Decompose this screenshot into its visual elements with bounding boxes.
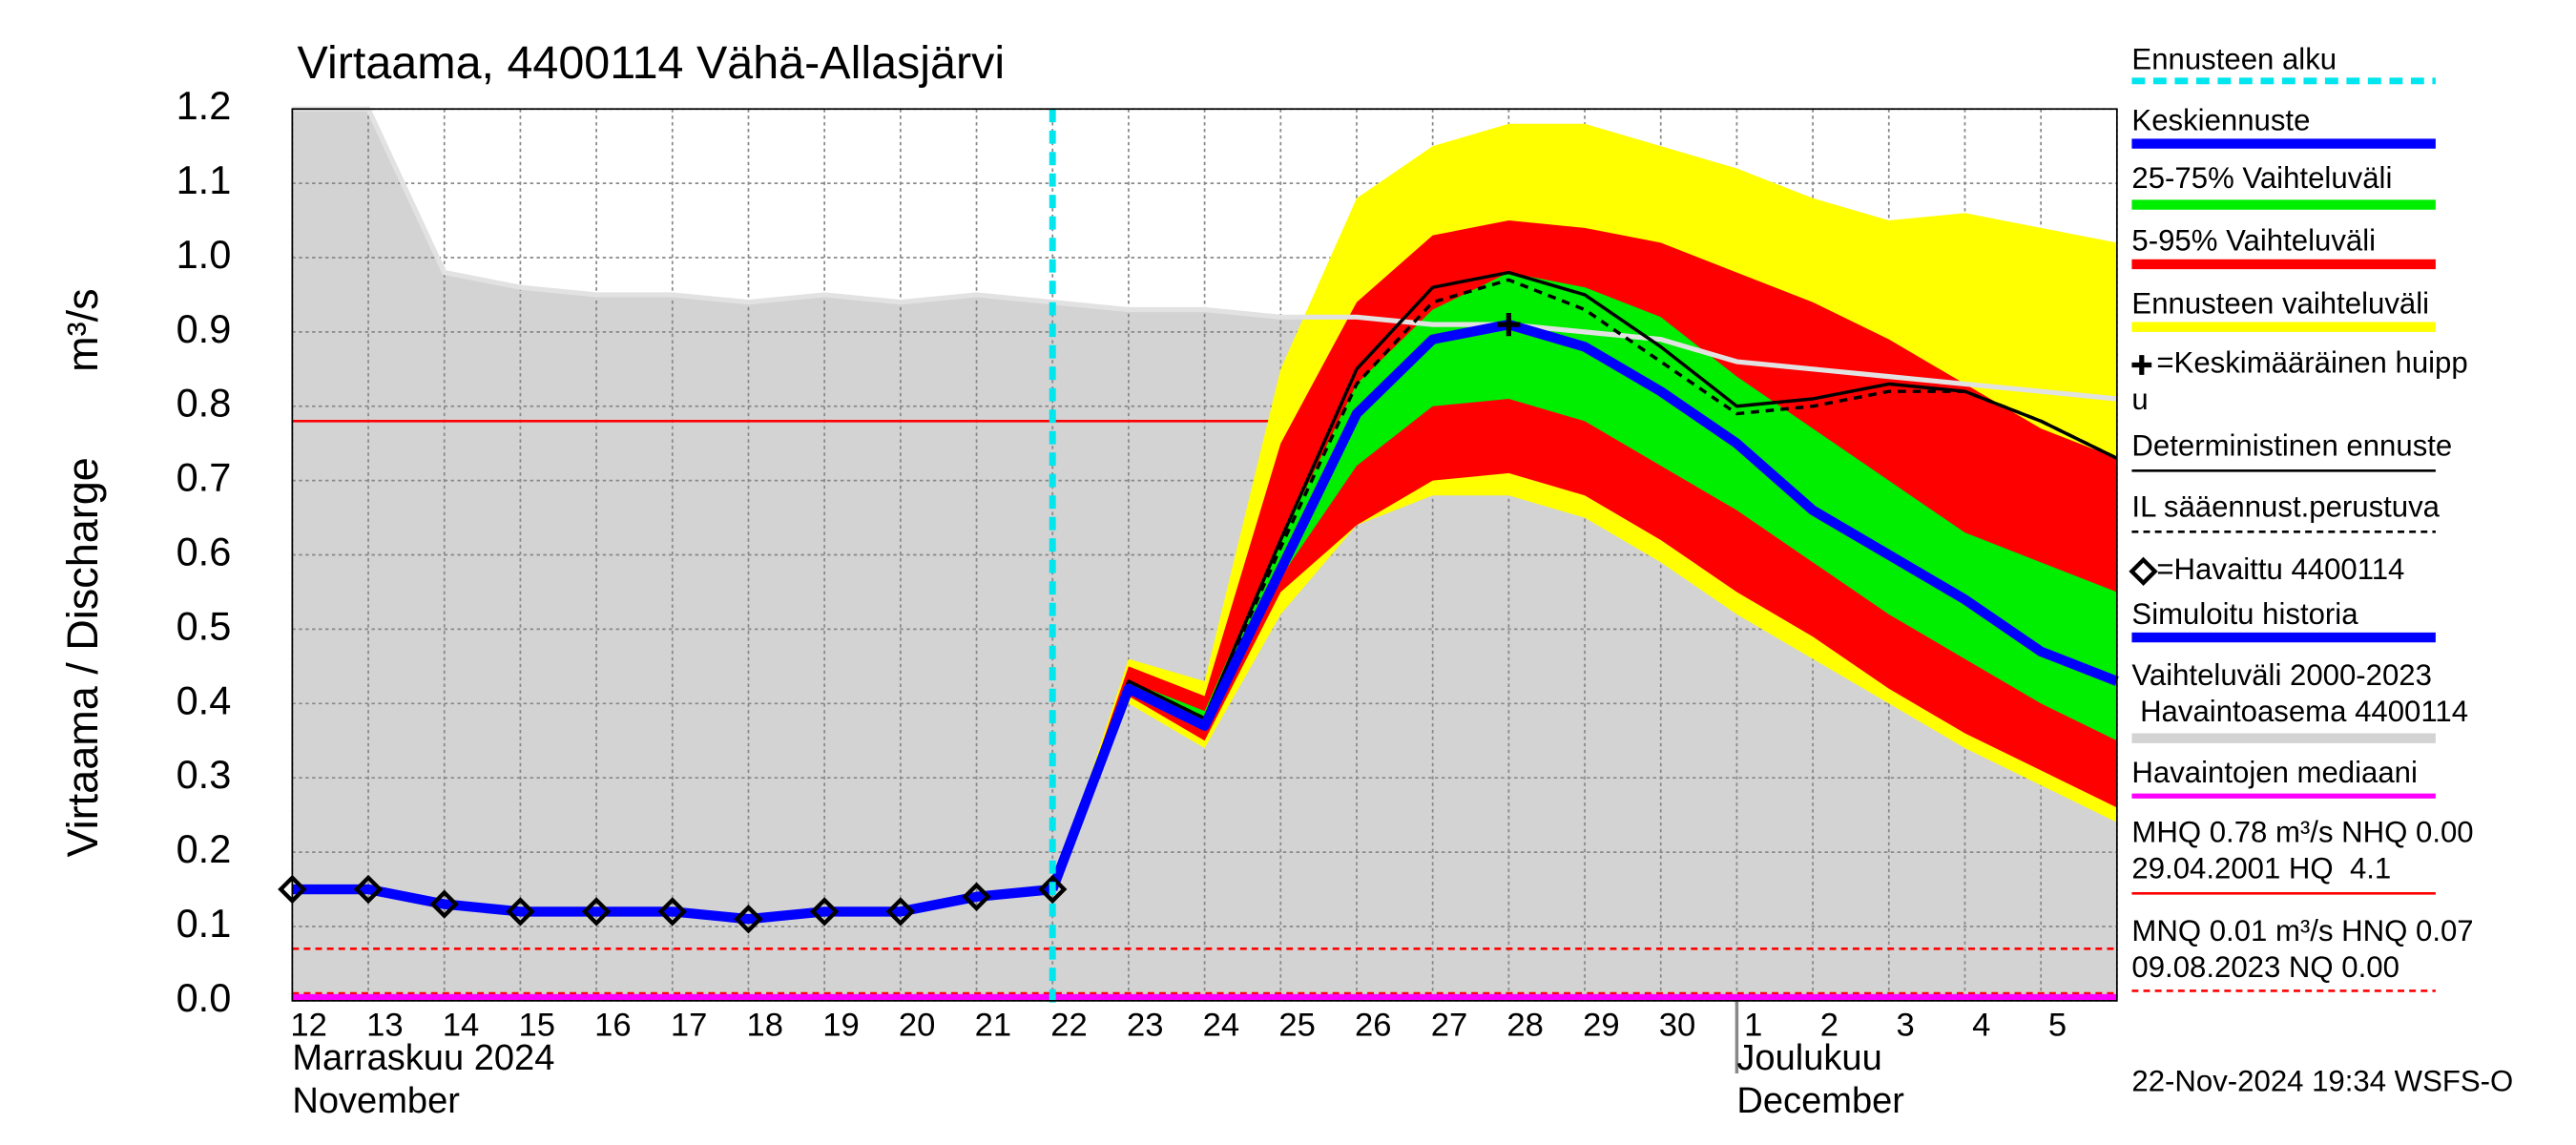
legend-label: Simuloitu historia	[2131, 597, 2358, 631]
legend-label: u	[2131, 383, 2148, 416]
y-axis-unit: m³/s	[58, 288, 107, 371]
line	[292, 884, 1053, 925]
observed-point	[962, 882, 991, 911]
x-tick-label: 30	[1659, 1008, 1696, 1044]
legend-label: 09.08.2023 NQ 0.00	[2131, 950, 2399, 984]
observed-point	[1038, 874, 1068, 905]
legend-label: 25-75% Vaihteluväli	[2131, 161, 2392, 195]
x-tick-label: 5	[2048, 1008, 2067, 1044]
y-tick-label: 1.2	[177, 83, 232, 128]
legend-label: MNQ 0.01 m³/s HNQ 0.07	[2131, 914, 2473, 947]
y-tick-label: 0.9	[177, 306, 232, 351]
legend-label: Havaintoasema 4400114	[2131, 695, 2468, 728]
observed-point	[581, 897, 612, 926]
legend-label: =Havaittu 4400114	[2156, 552, 2404, 586]
x-tick-label: 15	[518, 1008, 555, 1044]
y-tick-label: 0.3	[177, 752, 232, 797]
legend-label: IL sääennust.perustuva	[2131, 489, 2440, 523]
x-tick-label: 27	[1431, 1008, 1468, 1044]
y-tick-label: 0.8	[177, 381, 232, 426]
legend-label: Havaintojen mediaani	[2131, 756, 2418, 789]
y-axis-label: Virtaama / Discharge	[58, 457, 107, 857]
month-label: November	[292, 1081, 460, 1121]
observed-point	[734, 905, 763, 934]
observed-point	[809, 897, 840, 926]
y-tick-label: 0.6	[177, 530, 232, 574]
observed-point	[429, 889, 459, 919]
x-tick-label: 14	[443, 1008, 480, 1044]
x-tick-label: 25	[1278, 1008, 1316, 1044]
y-tick-label: 1.1	[177, 157, 232, 202]
line	[1048, 319, 2119, 891]
x-tick-label: 3	[1896, 1008, 1914, 1044]
legend-label: MHQ 0.78 m³/s NHQ 0.00	[2131, 815, 2473, 848]
x-tick-label: 28	[1506, 1008, 1544, 1044]
month-label: Marraskuu 2024	[292, 1038, 554, 1078]
x-tick-label: 2	[1820, 1008, 1839, 1044]
y-tick-label: 0.1	[177, 901, 232, 946]
legend-label: =Keskimääräinen huipp	[2156, 346, 2467, 380]
month-label: Joulukuu	[1736, 1038, 1881, 1078]
y-tick-label: 1.0	[177, 232, 232, 277]
x-tick-label: 13	[366, 1008, 404, 1044]
y-tick-label: 0.0	[177, 975, 232, 1020]
plot-frame	[291, 108, 2118, 1002]
y-tick-label: 0.2	[177, 826, 232, 871]
legend-label: 29.04.2001 HQ 4.1	[2131, 851, 2391, 885]
line	[1050, 270, 2118, 890]
legend-label: Deterministinen ennuste	[2131, 428, 2452, 462]
footer: 22-Nov-2024 19:34 WSFS-O	[2131, 1065, 2513, 1098]
y-tick-label: 0.4	[177, 677, 232, 722]
band	[1052, 220, 2117, 890]
band	[1052, 272, 2117, 890]
legend-label: Keskiennuste	[2131, 103, 2310, 136]
x-tick-label: 1	[1744, 1008, 1762, 1044]
x-tick-label: 24	[1203, 1008, 1240, 1044]
x-tick-label: 22	[1050, 1008, 1088, 1044]
y-tick-label: 0.7	[177, 455, 232, 500]
peak-marker	[1497, 312, 1521, 337]
x-tick-label: 19	[822, 1008, 860, 1044]
observed-point	[506, 897, 535, 926]
y-tick-label: 0.5	[177, 603, 232, 648]
observed-point	[353, 874, 384, 905]
x-tick-label: 16	[594, 1008, 632, 1044]
observed-point	[885, 897, 916, 926]
x-tick-label: 23	[1127, 1008, 1164, 1044]
x-tick-label: 4	[1972, 1008, 1990, 1044]
x-tick-label: 12	[290, 1008, 327, 1044]
x-tick-label: 21	[975, 1008, 1012, 1044]
legend-marker	[2131, 355, 2152, 375]
x-tick-label: 29	[1583, 1008, 1620, 1044]
x-tick-label: 17	[671, 1008, 708, 1044]
legend-label: 5-95% Vaihteluväli	[2131, 224, 2376, 258]
legend-marker	[2129, 556, 2158, 587]
month-label: December	[1736, 1081, 1904, 1121]
x-tick-label: 20	[899, 1008, 936, 1044]
history-top	[292, 106, 2118, 402]
legend-label: Ennusteen alku	[2131, 42, 2337, 75]
legend-label: Vaihteluväli 2000-2023	[2131, 658, 2432, 692]
legend-label: Ennusteen vaihteluväli	[2131, 286, 2429, 320]
x-tick-label: 18	[747, 1008, 784, 1044]
observed-point	[657, 897, 687, 926]
chart-title: Virtaama, 4400114 Vähä-Allasjärvi	[298, 37, 1006, 89]
x-tick-label: 26	[1355, 1008, 1392, 1044]
